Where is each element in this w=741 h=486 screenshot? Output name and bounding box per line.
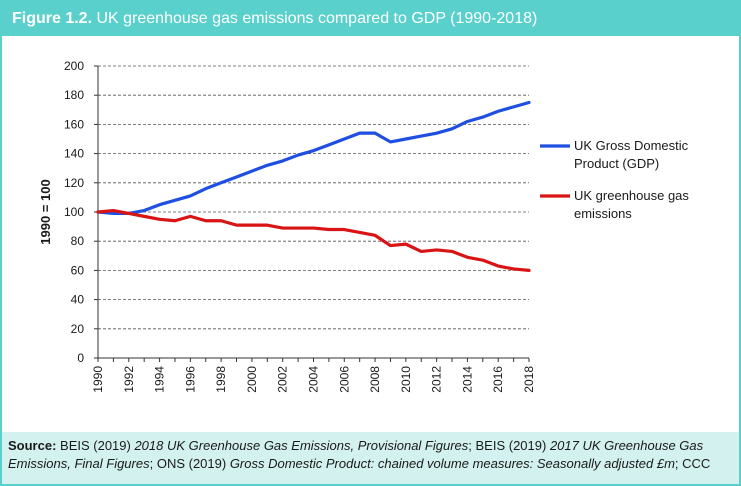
source-text-2: ; BEIS (2019) — [468, 438, 550, 453]
figure-title: UK greenhouse gas emissions compared to … — [96, 10, 538, 27]
source-title-2: 2017 UK Greenhouse Gas Emissions, Final … — [8, 438, 704, 471]
y-axis-title: 1990 = 100 — [38, 179, 53, 244]
source-title-1: 2018 UK Greenhouse Gas Emissions, Provis… — [134, 438, 469, 453]
x-tick-label: 2014 — [460, 366, 474, 393]
figure-title-bar: Figure 1.2. UK greenhouse gas emissions … — [2, 2, 739, 36]
source-label: Source: — [8, 438, 57, 453]
legend-label-emissions: UK greenhouse gas — [574, 188, 689, 203]
x-tick-label: 2018 — [522, 366, 536, 393]
source-text-3: ; ONS (2019) — [149, 456, 230, 471]
y-tick-label: 40 — [71, 293, 85, 307]
gdp-line — [96, 100, 531, 216]
y-tick-label: 100 — [64, 205, 84, 219]
x-tick-label: 2008 — [368, 366, 382, 393]
x-tick-label: 2000 — [245, 366, 259, 393]
x-tick-label: 1998 — [214, 366, 228, 393]
legend: UK Gross Domestic Product (GDP) UK greenho… — [540, 138, 689, 221]
x-tick-label: 2010 — [399, 366, 413, 393]
line-chart: 0 20 40 60 80 100 120 140 160 180 200 1990 1992 1994 1… — [38, 59, 689, 393]
figure-label: Figure 1.2. — [12, 10, 93, 27]
y-tick-label: 20 — [71, 322, 85, 336]
x-tick-label: 2004 — [307, 366, 321, 393]
y-tick-label: 80 — [71, 234, 85, 248]
y-tick-label: 160 — [64, 117, 84, 131]
x-tick-label: 2002 — [276, 366, 290, 393]
source-title-3: Gross Domestic Product: chained volume m… — [229, 456, 675, 471]
x-tick-label: 2012 — [430, 366, 444, 393]
y-tick-label: 200 — [64, 59, 84, 73]
x-tick-label: 2016 — [491, 366, 505, 393]
y-tick-label: 180 — [64, 88, 84, 102]
y-tick-label: 120 — [64, 176, 84, 190]
source-note: Source: BEIS (2019) 2018 UK Greenhouse G… — [2, 432, 739, 484]
legend-label-gdp: UK Gross Domestic — [574, 138, 689, 153]
source-text-4: ; CCC — [674, 456, 711, 471]
gridlines — [98, 65, 529, 330]
axes: 0 20 40 60 80 100 120 140 160 180 200 1990 1992 1994 1… — [64, 59, 536, 393]
x-tick-label: 1996 — [183, 366, 197, 393]
y-tick-label: 60 — [71, 263, 85, 277]
x-tick-label: 1990 — [91, 366, 105, 393]
legend-label-emissions: emissions — [574, 206, 632, 221]
x-tick-label: 1994 — [153, 366, 167, 393]
x-tick-label: 2006 — [337, 366, 351, 393]
source-text-1: BEIS (2019) — [56, 438, 135, 453]
y-tick-label: 0 — [77, 351, 84, 365]
emissions-line — [96, 208, 531, 272]
series-lines — [96, 100, 531, 272]
y-tick-label: 140 — [64, 147, 84, 161]
legend-label-gdp: Product (GDP) — [574, 156, 659, 171]
x-tick-label: 1992 — [122, 366, 136, 393]
